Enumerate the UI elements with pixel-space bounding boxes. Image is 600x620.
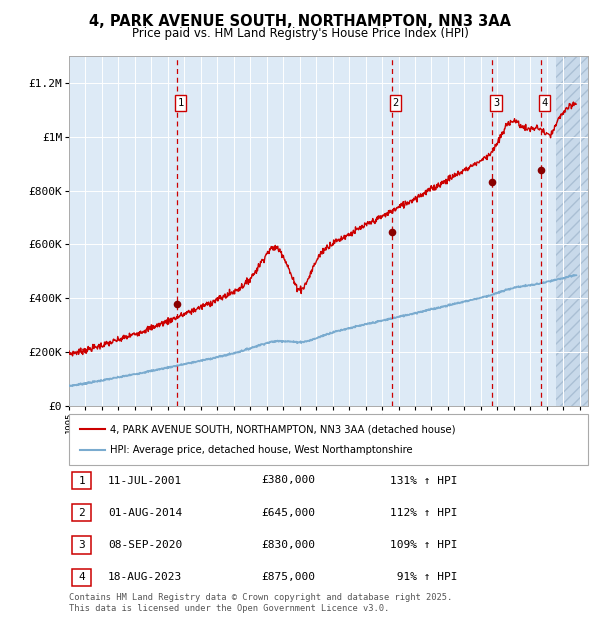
Text: 112% ↑ HPI: 112% ↑ HPI <box>390 508 458 518</box>
Text: £875,000: £875,000 <box>261 572 315 582</box>
Text: 109% ↑ HPI: 109% ↑ HPI <box>390 540 458 550</box>
Text: 1: 1 <box>178 98 184 108</box>
Text: 3: 3 <box>493 98 499 108</box>
Text: 18-AUG-2023: 18-AUG-2023 <box>108 572 182 582</box>
Text: 1: 1 <box>78 476 85 485</box>
Text: 131% ↑ HPI: 131% ↑ HPI <box>390 476 458 485</box>
Text: £830,000: £830,000 <box>261 540 315 550</box>
Text: 4: 4 <box>78 572 85 582</box>
Text: 91% ↑ HPI: 91% ↑ HPI <box>390 572 458 582</box>
Text: £380,000: £380,000 <box>261 476 315 485</box>
Text: 2: 2 <box>392 98 398 108</box>
Text: 2: 2 <box>78 508 85 518</box>
Bar <box>556 56 588 406</box>
Text: Contains HM Land Registry data © Crown copyright and database right 2025.
This d: Contains HM Land Registry data © Crown c… <box>69 593 452 613</box>
Text: 4, PARK AVENUE SOUTH, NORTHAMPTON, NN3 3AA: 4, PARK AVENUE SOUTH, NORTHAMPTON, NN3 3… <box>89 14 511 29</box>
Text: 4, PARK AVENUE SOUTH, NORTHAMPTON, NN3 3AA (detached house): 4, PARK AVENUE SOUTH, NORTHAMPTON, NN3 3… <box>110 425 455 435</box>
Text: Price paid vs. HM Land Registry's House Price Index (HPI): Price paid vs. HM Land Registry's House … <box>131 27 469 40</box>
Text: 4: 4 <box>542 98 548 108</box>
Text: £645,000: £645,000 <box>261 508 315 518</box>
Text: 11-JUL-2001: 11-JUL-2001 <box>108 476 182 485</box>
Text: 08-SEP-2020: 08-SEP-2020 <box>108 540 182 550</box>
Text: HPI: Average price, detached house, West Northamptonshire: HPI: Average price, detached house, West… <box>110 445 412 454</box>
Text: 3: 3 <box>78 540 85 550</box>
Text: 01-AUG-2014: 01-AUG-2014 <box>108 508 182 518</box>
